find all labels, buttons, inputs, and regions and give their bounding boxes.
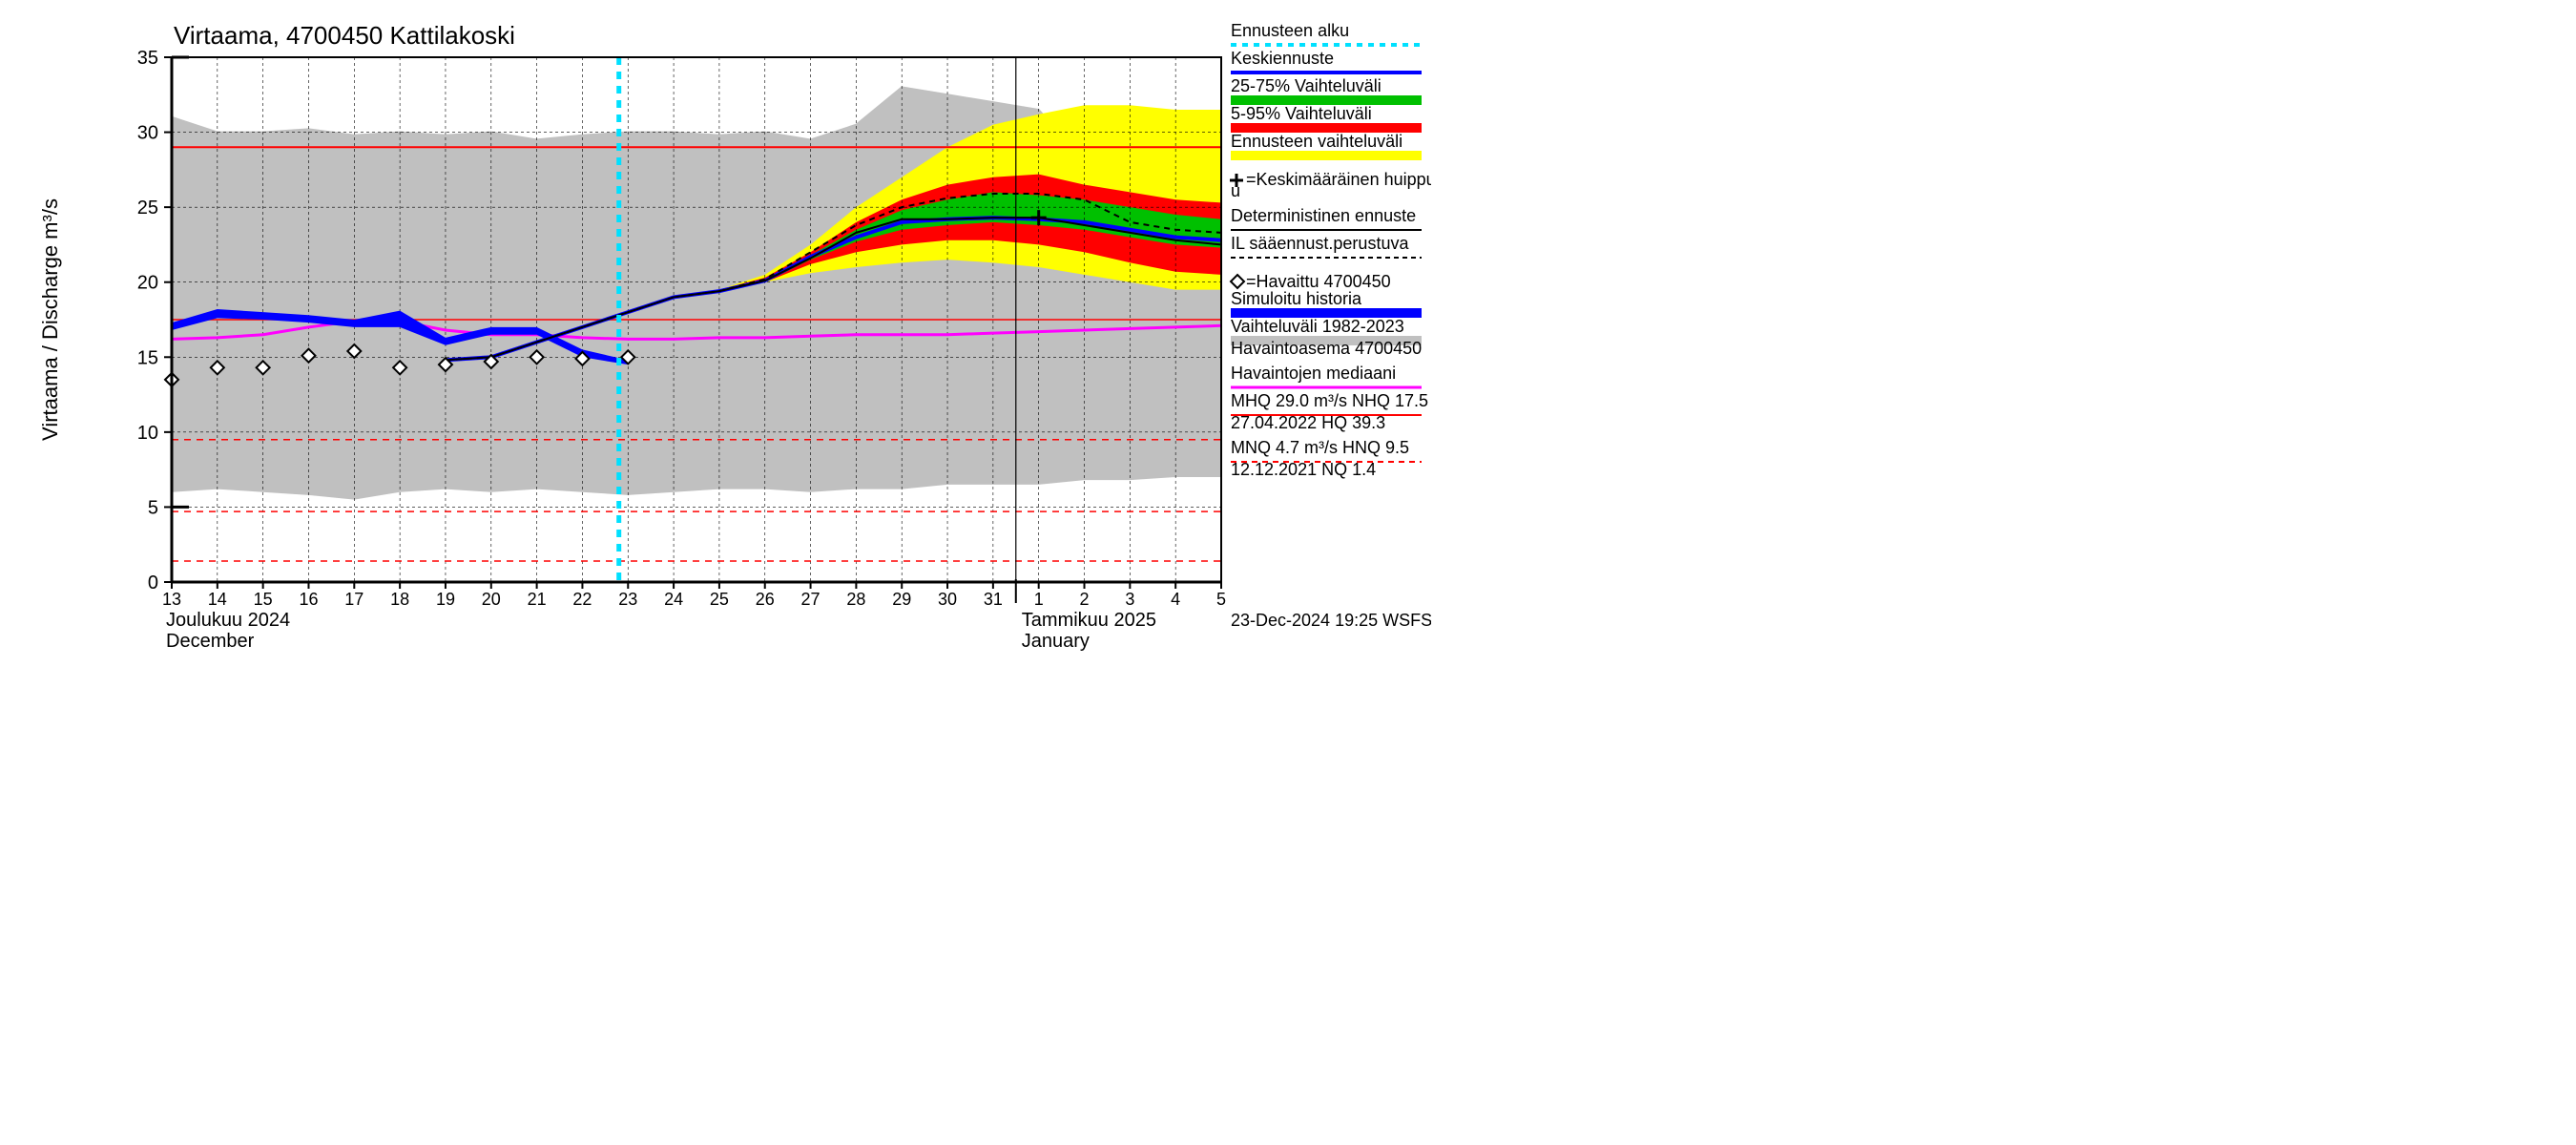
y-tick-label: 5 — [148, 497, 158, 518]
x-tick-label: 19 — [436, 590, 455, 609]
x-tick-label: 13 — [162, 590, 181, 609]
x-tick-label: 30 — [938, 590, 957, 609]
x-tick-label: 28 — [846, 590, 865, 609]
legend-label: =Havaittu 4700450 — [1246, 272, 1391, 291]
month1-en: December — [166, 631, 255, 652]
x-tick-label: 31 — [984, 590, 1003, 609]
y-tick-label: 25 — [137, 198, 158, 219]
x-tick-label: 24 — [664, 590, 683, 609]
y-tick-label: 20 — [137, 273, 158, 294]
legend-label: MHQ 29.0 m³/s NHQ 17.5 — [1231, 391, 1428, 410]
y-axis-label: Virtaama / Discharge m³/s — [38, 198, 62, 441]
month2-fi: Tammikuu 2025 — [1022, 610, 1156, 631]
x-tick-label: 1 — [1034, 590, 1044, 609]
x-tick-label: 27 — [801, 590, 821, 609]
x-tick-label: 5 — [1216, 590, 1226, 609]
legend-label: Ennusteen alku — [1231, 21, 1349, 40]
discharge-forecast-chart: 0510152025303513141516171819202122232425… — [0, 0, 1431, 668]
x-tick-label: 22 — [572, 590, 592, 609]
x-tick-label: 2 — [1080, 590, 1090, 609]
legend-label: Keskiennuste — [1231, 49, 1334, 68]
legend-label: MNQ 4.7 m³/s HNQ 9.5 — [1231, 438, 1409, 457]
legend-sublabel: 12.12.2021 NQ 1.4 — [1231, 460, 1376, 479]
legend-sublabel: u — [1231, 181, 1240, 200]
legend-label: IL sääennust.perustuva — [1231, 234, 1409, 253]
legend-label: =Keskimääräinen huippu — [1246, 170, 1431, 189]
legend-sublabel: Havaintoasema 4700450 — [1231, 339, 1422, 358]
x-tick-label: 29 — [892, 590, 911, 609]
legend-label: 5-95% Vaihteluväli — [1231, 104, 1372, 123]
month2-en: January — [1022, 631, 1090, 652]
chart-svg: 0510152025303513141516171819202122232425… — [0, 0, 1431, 668]
chart-title: Virtaama, 4700450 Kattilakoski — [174, 21, 515, 50]
x-tick-label: 18 — [390, 590, 409, 609]
legend-label: Deterministinen ennuste — [1231, 206, 1416, 225]
x-tick-label: 3 — [1125, 590, 1134, 609]
x-tick-label: 25 — [710, 590, 729, 609]
x-tick-label: 21 — [528, 590, 547, 609]
x-tick-label: 20 — [482, 590, 501, 609]
month1-fi: Joulukuu 2024 — [166, 610, 290, 631]
x-tick-label: 4 — [1171, 590, 1180, 609]
y-tick-label: 35 — [137, 48, 158, 69]
y-tick-label: 0 — [148, 572, 158, 593]
legend-label: 25-75% Vaihteluväli — [1231, 76, 1381, 95]
y-tick-label: 30 — [137, 123, 158, 144]
legend-label: Ennusteen vaihteluväli — [1231, 132, 1402, 151]
footer-timestamp: 23-Dec-2024 19:25 WSFS-O — [1231, 611, 1431, 630]
legend-label: Simuloitu historia — [1231, 289, 1362, 308]
legend-swatch — [1231, 151, 1422, 160]
x-tick-label: 17 — [344, 590, 364, 609]
x-tick-label: 15 — [254, 590, 273, 609]
x-tick-label: 16 — [299, 590, 318, 609]
legend-label: Havaintojen mediaani — [1231, 364, 1396, 383]
y-tick-label: 10 — [137, 423, 158, 444]
legend-sublabel: 27.04.2022 HQ 39.3 — [1231, 413, 1385, 432]
x-tick-label: 14 — [208, 590, 227, 609]
x-tick-label: 23 — [618, 590, 637, 609]
legend-label: Vaihteluväli 1982-2023 — [1231, 317, 1404, 336]
y-tick-label: 15 — [137, 347, 158, 368]
x-tick-label: 26 — [756, 590, 775, 609]
